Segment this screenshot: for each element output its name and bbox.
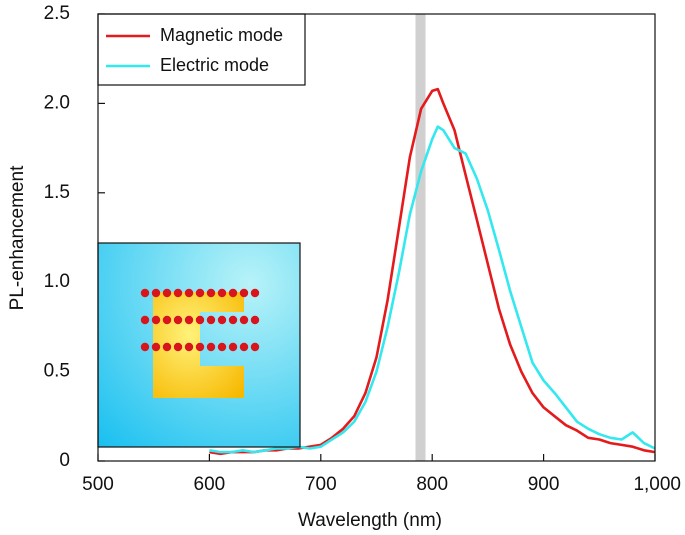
dot — [184, 288, 194, 298]
dot — [173, 342, 183, 352]
dot — [250, 342, 260, 352]
y-tick-label: 2.0 — [44, 92, 70, 113]
dot — [162, 288, 172, 298]
dot — [140, 288, 150, 298]
dot — [173, 315, 183, 325]
dot — [239, 288, 249, 298]
dot — [250, 315, 260, 325]
legend: Magnetic mode Electric mode — [97, 13, 306, 86]
dot — [228, 315, 238, 325]
dot — [151, 315, 161, 325]
dot — [151, 288, 161, 298]
dot — [228, 288, 238, 298]
shaded-band — [415, 14, 426, 461]
dot — [151, 342, 161, 352]
dot — [173, 288, 183, 298]
dot — [206, 342, 216, 352]
dot — [140, 315, 150, 325]
dot — [206, 315, 216, 325]
dot — [140, 342, 150, 352]
y-tick-label: 0.5 — [44, 361, 70, 382]
legend-label: Electric mode — [160, 55, 269, 75]
x-tick-label: 800 — [416, 474, 448, 495]
inset-image — [97, 242, 301, 448]
dot — [162, 315, 172, 325]
legend-label: Magnetic mode — [160, 25, 283, 45]
plot-area: 500 600 700 800 900 1,000 0 0.5 1.0 1.5 2.0 2.5 Magn… — [44, 3, 681, 495]
y-tick-label: 1.5 — [44, 182, 70, 203]
dot — [228, 342, 238, 352]
dot — [217, 342, 227, 352]
y-tick-label: 2.5 — [44, 3, 70, 24]
y-tick-label: 0 — [59, 450, 70, 471]
dot — [239, 315, 249, 325]
dot — [184, 342, 194, 352]
dot — [250, 288, 260, 298]
legend-box — [97, 13, 306, 86]
data-line — [209, 125, 656, 454]
y-axis-label: PL-enhancement — [7, 165, 28, 310]
x-tick-label: 600 — [194, 474, 226, 495]
x-tick-label: 900 — [528, 474, 560, 495]
dot — [184, 315, 194, 325]
dot — [195, 315, 205, 325]
x-tick-label: 500 — [82, 474, 114, 495]
x-tick-label: 700 — [305, 474, 337, 495]
y-tick-label: 1.0 — [44, 271, 70, 292]
dot — [239, 342, 249, 352]
dot — [195, 288, 205, 298]
x-tick-label: 1,000 — [633, 474, 681, 495]
x-axis-label: Wavelength (nm) — [298, 510, 442, 531]
dot — [206, 288, 216, 298]
dot — [195, 342, 205, 352]
dot — [217, 315, 227, 325]
plot-frame — [97, 13, 656, 462]
dot — [217, 288, 227, 298]
emitter-dots — [140, 288, 260, 352]
dot — [162, 342, 172, 352]
